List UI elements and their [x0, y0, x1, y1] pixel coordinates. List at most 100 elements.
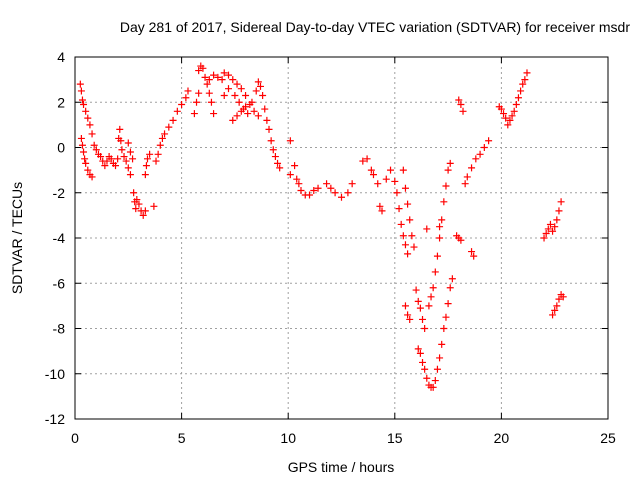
- data-point: [225, 85, 233, 93]
- chart-title: Day 281 of 2017, Sidereal Day-to-day VTE…: [120, 19, 630, 35]
- y-axis-label: SDTVAR / TECUs: [9, 182, 25, 294]
- data-point: [173, 107, 181, 115]
- data-point: [444, 300, 452, 308]
- x-tick-label: 5: [178, 430, 186, 446]
- data-point: [440, 198, 448, 206]
- data-point: [199, 64, 207, 72]
- data-point: [293, 175, 301, 183]
- y-tick-label: -2: [53, 185, 66, 201]
- data-point: [101, 162, 109, 170]
- data-point: [553, 216, 561, 224]
- data-point: [553, 302, 561, 310]
- data-point: [146, 150, 154, 158]
- data-point: [546, 220, 554, 228]
- data-point: [410, 243, 418, 251]
- data-point: [436, 223, 444, 231]
- data-point: [259, 91, 267, 99]
- data-point: [274, 159, 282, 167]
- y-tick-label: 0: [57, 140, 65, 156]
- data-point: [457, 101, 465, 109]
- data-point: [126, 148, 134, 156]
- x-tick-label: 10: [280, 430, 296, 446]
- data-point: [399, 166, 407, 174]
- data-point: [431, 268, 439, 276]
- data-point: [80, 101, 88, 109]
- data-point: [433, 365, 441, 373]
- data-point: [286, 137, 294, 145]
- data-point: [143, 155, 151, 163]
- data-point: [76, 80, 84, 88]
- y-tick-label: 2: [57, 94, 65, 110]
- data-point: [429, 383, 437, 391]
- data-point: [254, 78, 262, 86]
- data-point: [404, 311, 412, 319]
- data-point: [391, 177, 399, 185]
- data-point: [250, 107, 258, 115]
- data-point: [401, 241, 409, 249]
- data-point: [78, 141, 86, 149]
- data-point: [497, 105, 505, 113]
- ticks: 0 5 10 15 20 25 -12 -10 -8 -6 -4 -2 0 2 4: [45, 49, 616, 446]
- data-point: [431, 377, 439, 385]
- data-point: [248, 98, 256, 106]
- data-point: [132, 205, 140, 213]
- data-point: [205, 76, 213, 84]
- data-point: [242, 91, 250, 99]
- data-point: [107, 155, 115, 163]
- data-point: [429, 284, 437, 292]
- data-point: [117, 137, 125, 145]
- data-point: [406, 315, 414, 323]
- data-point: [220, 69, 228, 77]
- data-point: [476, 150, 484, 158]
- data-point: [84, 114, 92, 122]
- data-point: [323, 180, 331, 188]
- data-point: [508, 112, 516, 120]
- data-point: [161, 130, 169, 138]
- data-point: [139, 211, 147, 219]
- data-point: [448, 275, 456, 283]
- data-point: [295, 180, 303, 188]
- data-point: [512, 101, 520, 109]
- data-point: [421, 365, 429, 373]
- plot-frame: [74, 56, 609, 420]
- data-point: [442, 182, 450, 190]
- data-point: [195, 89, 203, 97]
- data-point: [118, 146, 126, 154]
- data-point: [80, 148, 88, 156]
- data-point: [214, 73, 222, 81]
- data-point: [510, 107, 518, 115]
- data-point: [103, 157, 111, 165]
- data-point: [154, 150, 162, 158]
- data-point: [436, 354, 444, 362]
- data-point: [440, 325, 448, 332]
- data-point: [414, 297, 422, 305]
- data-point: [201, 73, 209, 81]
- x-axis-label: GPS time / hours: [288, 459, 395, 475]
- data-point: [271, 153, 279, 161]
- data-point: [382, 175, 390, 183]
- data-point: [485, 137, 493, 145]
- data-point: [419, 315, 427, 323]
- data-point: [235, 98, 243, 106]
- x-tick-label: 20: [494, 430, 510, 446]
- data-point: [423, 374, 431, 382]
- y-tick-label: -12: [45, 411, 65, 427]
- data-point: [193, 98, 201, 106]
- data-point: [387, 166, 395, 174]
- data-point: [436, 234, 444, 242]
- data-point: [261, 105, 269, 113]
- data-point: [205, 89, 213, 97]
- data-point: [122, 157, 130, 165]
- data-point: [551, 306, 559, 314]
- data-point: [519, 80, 527, 88]
- data-point: [506, 116, 514, 124]
- data-point: [523, 69, 531, 77]
- data-point: [369, 171, 377, 179]
- data-point: [291, 162, 299, 170]
- data-point: [126, 171, 134, 179]
- data-point: [86, 121, 94, 129]
- data-point: [150, 202, 158, 210]
- data-point: [433, 252, 441, 260]
- data-point: [92, 146, 100, 154]
